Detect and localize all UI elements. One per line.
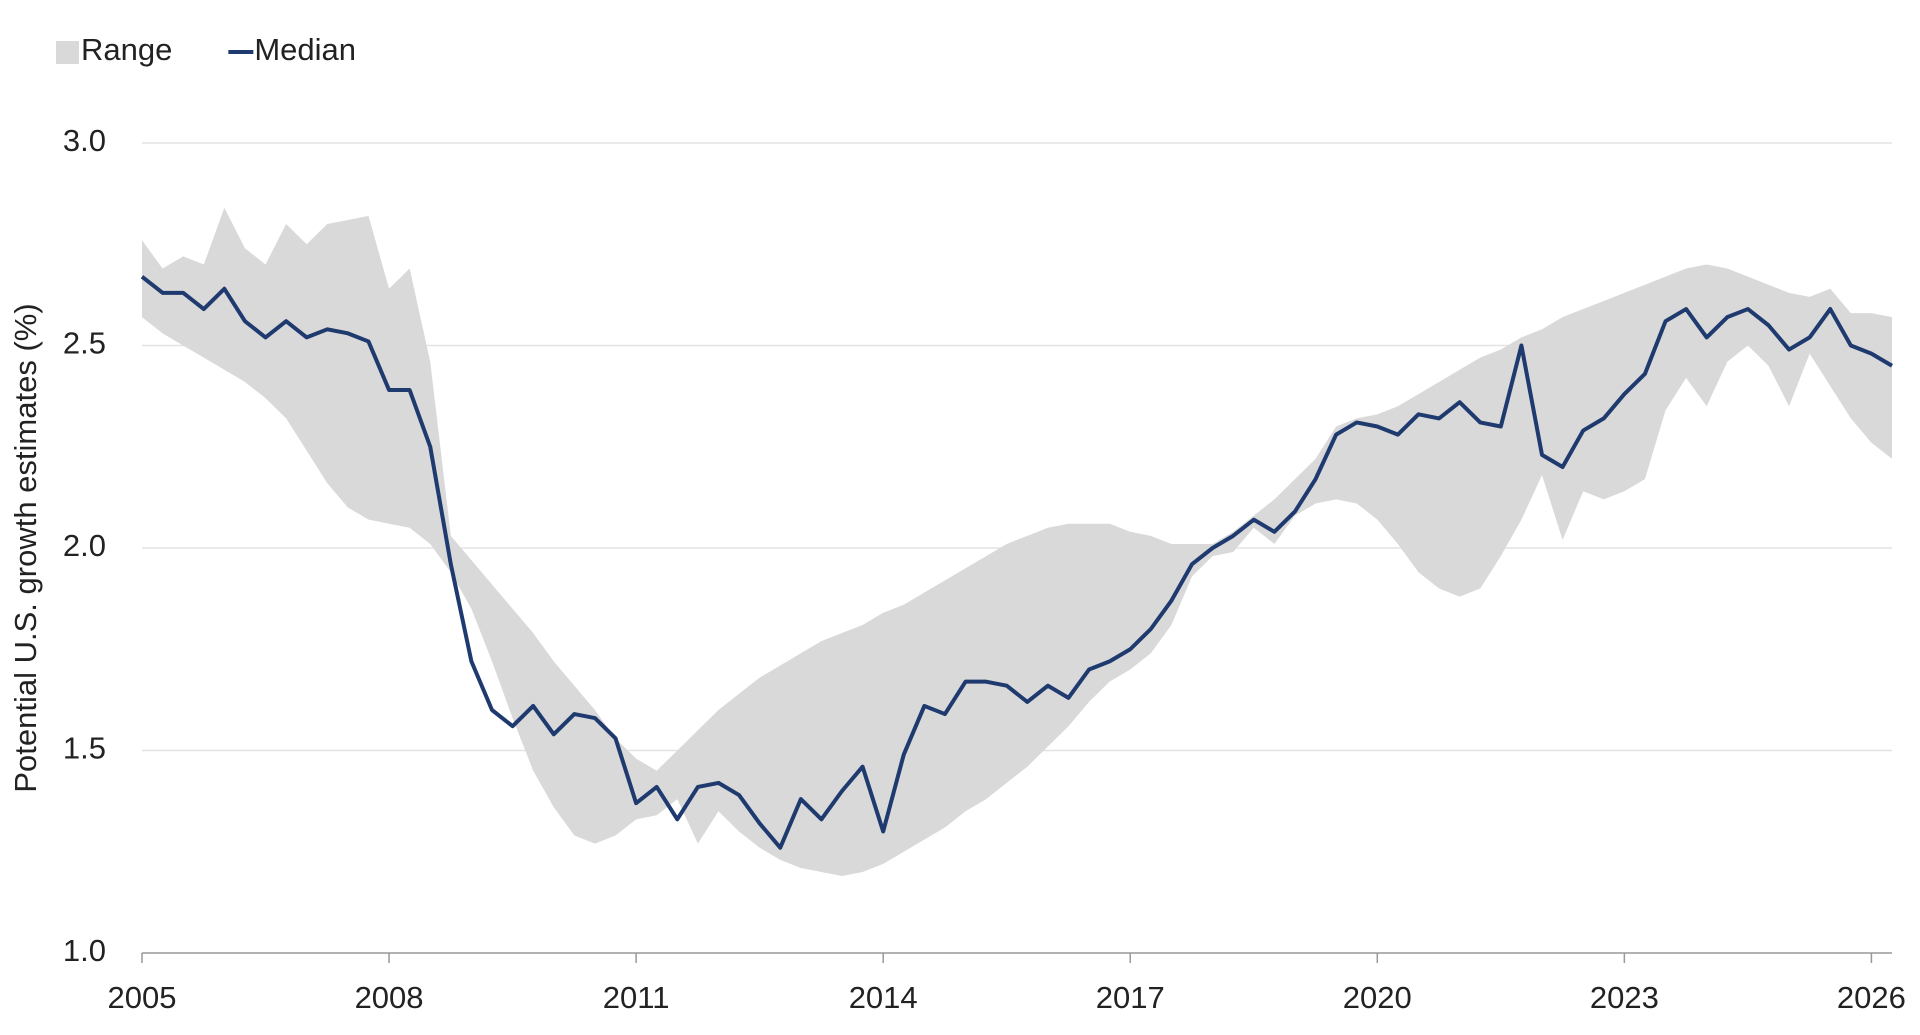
range-area bbox=[142, 207, 1892, 877]
x-tick-label: 2008 bbox=[355, 980, 424, 1015]
y-tick-label: 1.0 bbox=[63, 933, 106, 968]
x-tick-label: 2026 bbox=[1837, 980, 1906, 1015]
x-tick-label: 2005 bbox=[108, 980, 177, 1015]
y-tick-label: 2.5 bbox=[63, 326, 106, 361]
y-tick-label: 1.5 bbox=[63, 731, 106, 766]
legend-swatch bbox=[56, 41, 79, 64]
x-tick-label: 2014 bbox=[849, 980, 918, 1015]
y-tick-label: 2.0 bbox=[63, 528, 106, 563]
y-tick-label: 3.0 bbox=[63, 123, 106, 158]
median-line bbox=[140, 275, 1894, 850]
x-tick-label: 2017 bbox=[1096, 980, 1165, 1015]
legend-label: Median bbox=[254, 32, 356, 67]
x-tick-label: 2020 bbox=[1343, 980, 1412, 1015]
legend-label: Range bbox=[81, 32, 172, 67]
x-tick-label: 2011 bbox=[603, 980, 670, 1015]
x-tick-label: 2023 bbox=[1590, 980, 1659, 1015]
y-axis-title: Potential U.S. growth estimates (%) bbox=[8, 303, 43, 792]
